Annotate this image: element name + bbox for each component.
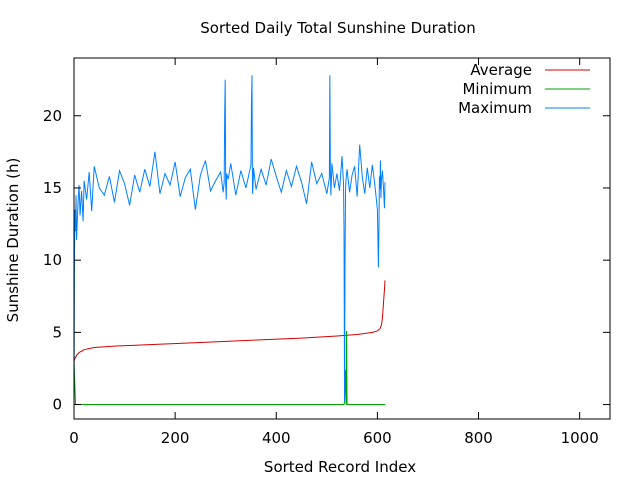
series-line-average [73, 280, 386, 362]
legend-label-maximum: Maximum [458, 99, 532, 117]
x-tick-label: 200 [161, 429, 190, 447]
series-line-minimum [73, 330, 385, 406]
series-line-maximum [73, 75, 386, 402]
series-layer [73, 75, 386, 406]
y-tick-label: 20 [43, 107, 62, 125]
y-axis-label: Sunshine Duration (h) [4, 158, 22, 323]
y-tick-label: 0 [52, 396, 62, 414]
chart-title: Sorted Daily Total Sunshine Duration [200, 19, 475, 37]
x-tick-label: 400 [262, 429, 291, 447]
axes-layer: 0 200 400 600 800 1000 0 5 10 15 20 [43, 57, 611, 447]
x-tick-label: 1000 [561, 429, 599, 447]
y-tick-label: 10 [43, 251, 62, 269]
legend-label-minimum: Minimum [462, 80, 532, 98]
legend-label-average: Average [470, 61, 532, 79]
x-tick-label: 0 [69, 429, 79, 447]
x-tick-label: 600 [363, 429, 392, 447]
y-tick-label: 15 [43, 179, 62, 197]
plot-frame [73, 57, 611, 420]
y-tick-label: 5 [52, 323, 62, 341]
x-tick-label: 800 [464, 429, 493, 447]
x-axis-label: Sorted Record Index [264, 458, 416, 476]
